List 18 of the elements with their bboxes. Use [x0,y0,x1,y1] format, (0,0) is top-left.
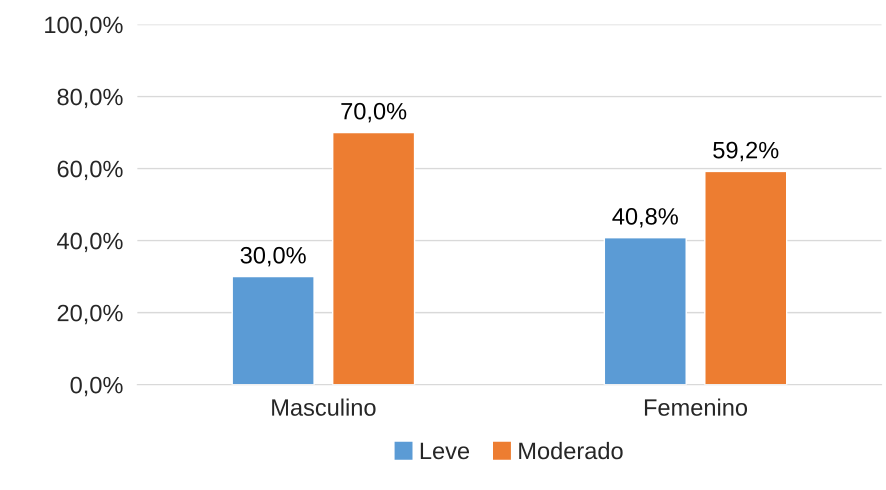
x-tick-label: Masculino [272,398,376,416]
y-tick-label: 20,0% [58,304,123,324]
bar [604,237,687,385]
bar [704,170,788,385]
y-tick-label: 0,0% [70,376,123,396]
bar [232,276,315,385]
data-label: 30,0% [240,246,306,266]
x-tick-label: Femenino [644,398,748,416]
y-tick-label: 40,0% [57,232,123,252]
y-tick-label: 100,0% [45,16,123,36]
data-label: 59,2% [713,142,778,162]
y-tick-label: 80,0% [58,88,123,108]
bar [332,132,416,385]
y-tick-label: 60,0% [58,160,123,180]
legend-label: Moderado [519,442,623,460]
legend-label: Leve [420,442,470,460]
data-label: 70,0% [341,102,406,122]
data-label: 40,8% [612,208,678,228]
